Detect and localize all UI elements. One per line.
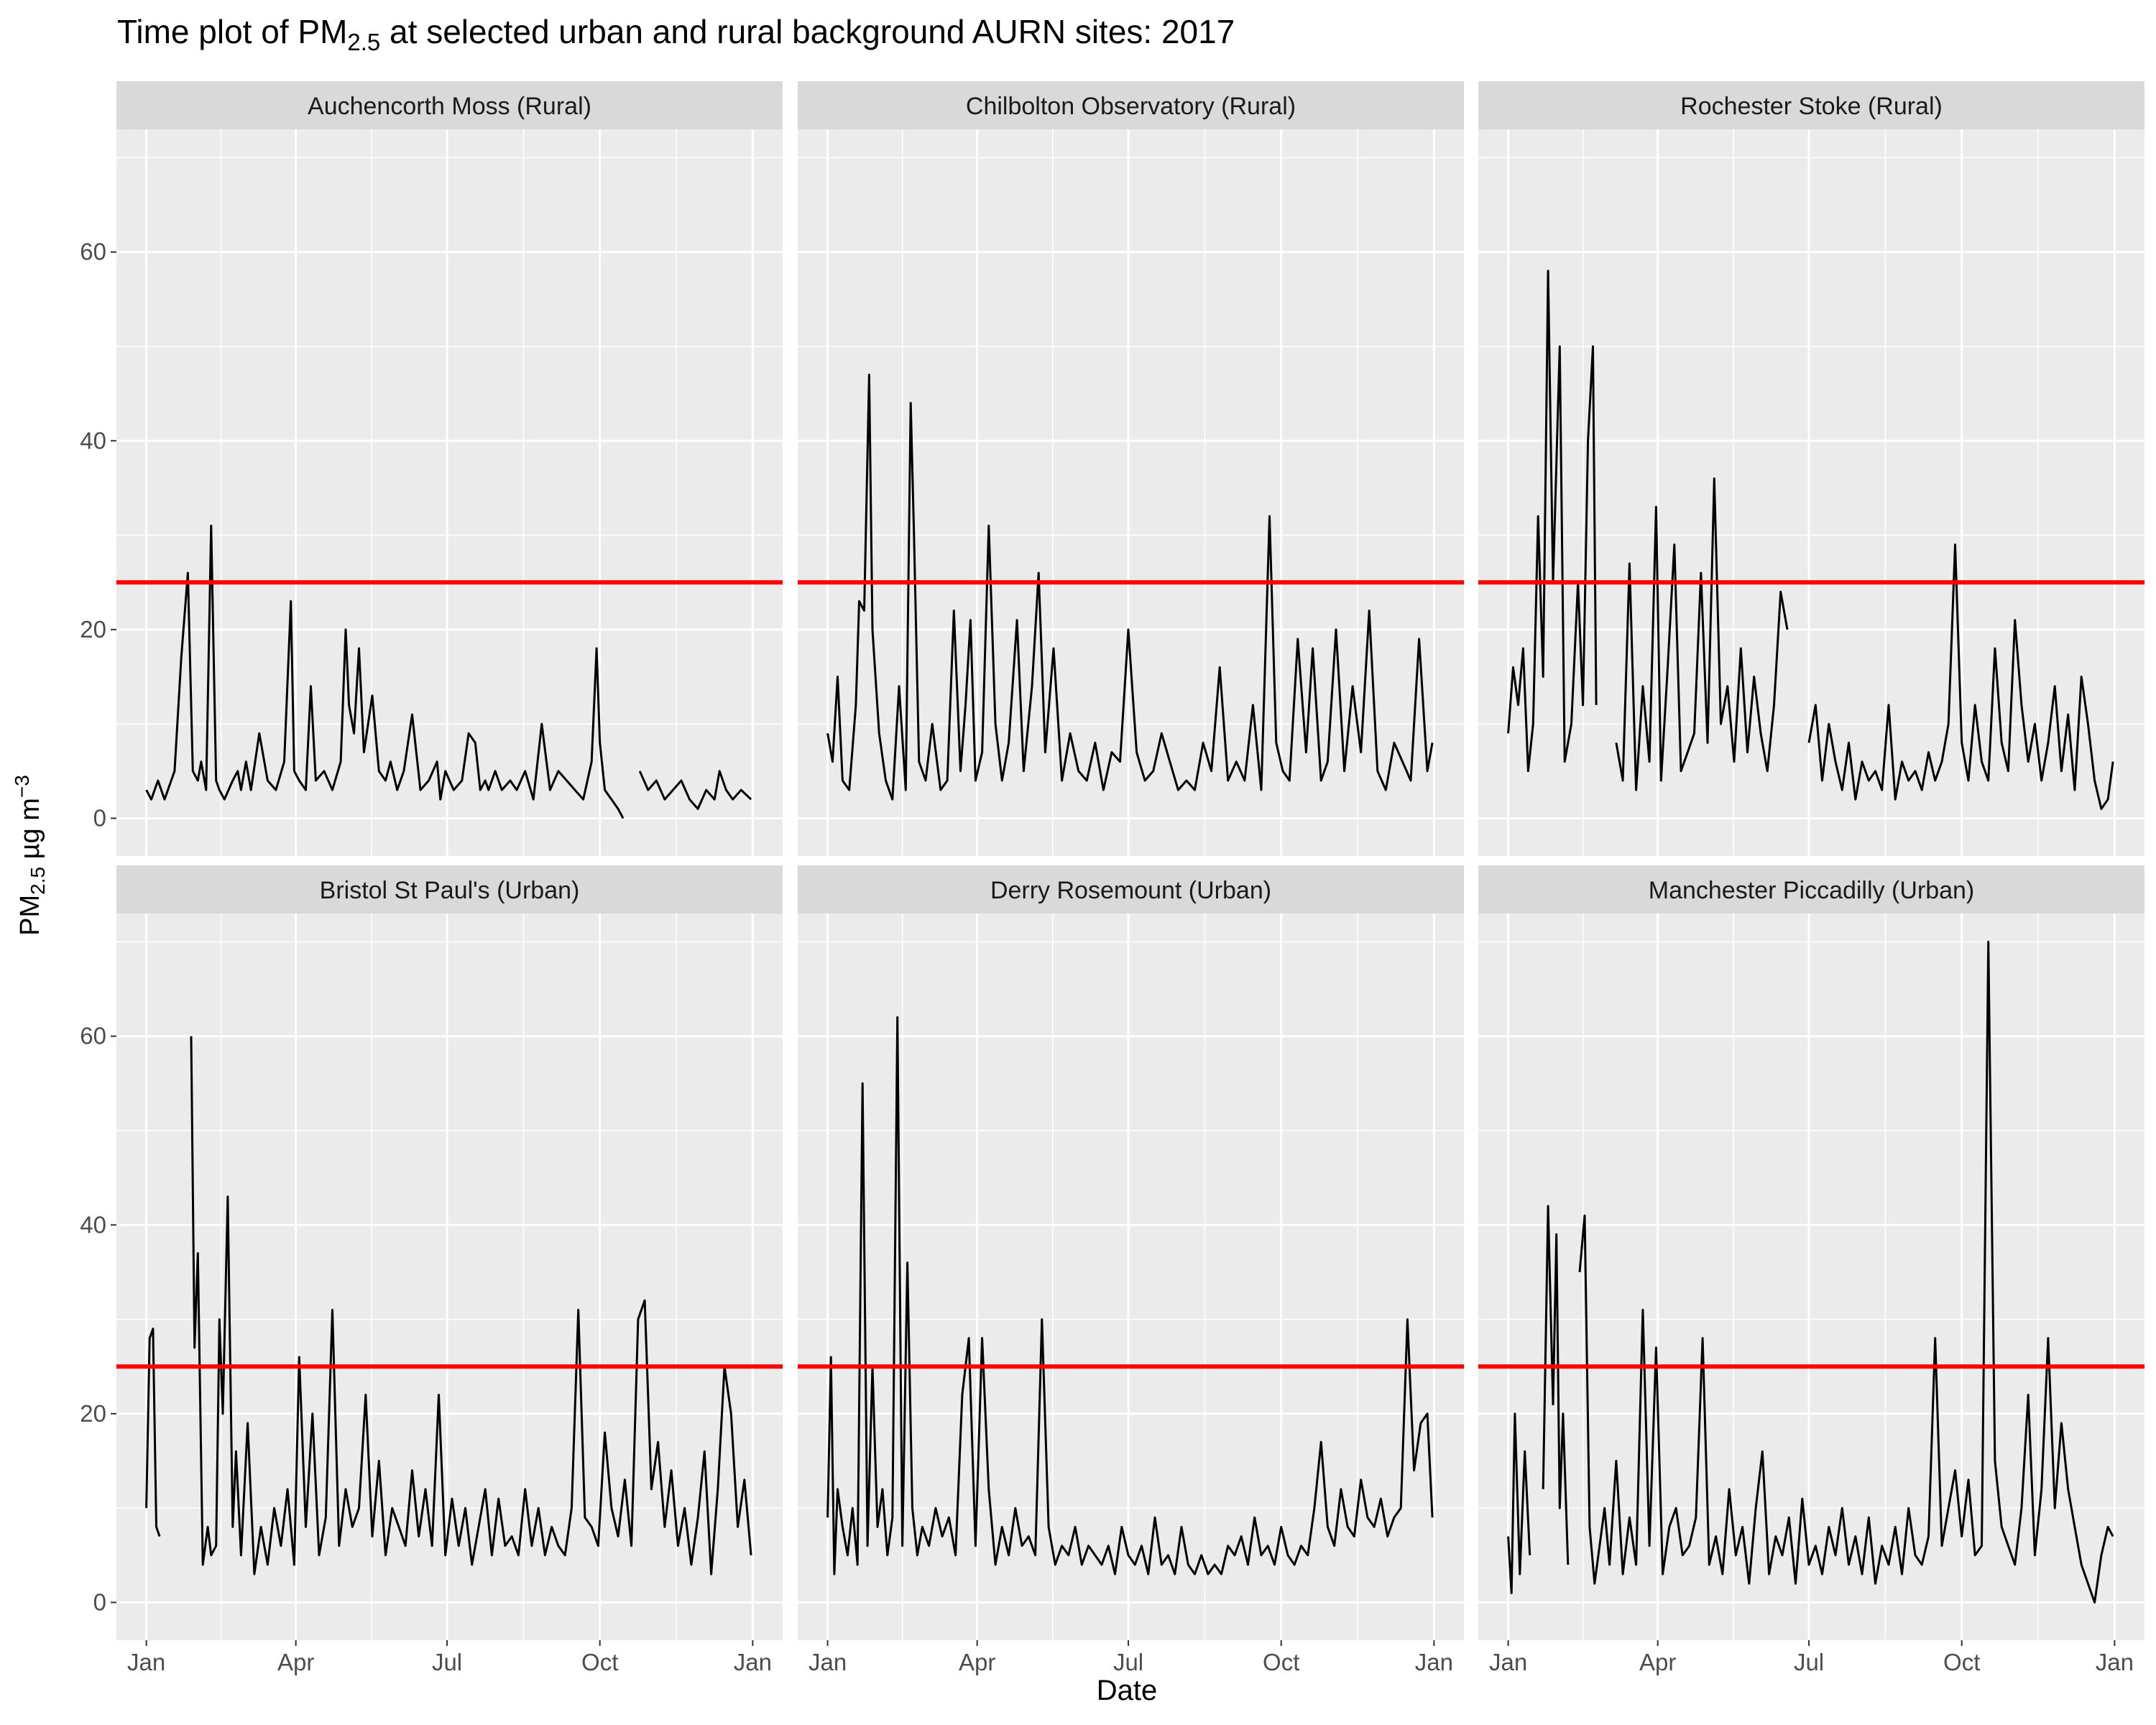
- x-tick-label: Jan: [127, 1649, 165, 1675]
- x-tick-label: Apr: [277, 1649, 314, 1675]
- pm25-series-line: [1507, 270, 2114, 810]
- x-tick-label: Apr: [959, 1649, 995, 1675]
- pm25-series-line: [826, 1016, 1434, 1576]
- facet-panel: Rochester Stoke (Rural): [1478, 81, 2145, 856]
- facet-strip: [798, 81, 1464, 129]
- facet-strip-label: Chilbolton Observatory (Rural): [966, 93, 1296, 120]
- facet-panel: Manchester Piccadilly (Urban) Jan Apr Jul Oc…: [1478, 865, 2145, 1675]
- chart-title: Time plot of PM2.5 at selected urban and…: [117, 13, 1235, 55]
- x-tick-label: Apr: [1639, 1649, 1676, 1675]
- plot-area: [1478, 129, 2145, 856]
- x-tick-label: Jan: [734, 1649, 772, 1675]
- pm25-series-line: [826, 373, 1434, 801]
- facet-strip: [1478, 81, 2145, 129]
- y-tick-label: 60: [80, 1023, 106, 1049]
- facet-panel: Chilbolton Observatory (Rural): [798, 81, 1464, 856]
- facet-strip: [798, 865, 1464, 914]
- y-tick-label: 20: [80, 616, 106, 643]
- y-tick-label: 0: [93, 804, 106, 831]
- y-tick-label: 60: [80, 239, 106, 265]
- facet-strip-label: Bristol St Paul's (Urban): [320, 877, 580, 904]
- facet-strip-label: Rochester Stoke (Rural): [1680, 93, 1943, 120]
- y-tick-label: 0: [93, 1588, 106, 1615]
- x-tick-label: Jan: [808, 1649, 847, 1675]
- facet-strip: [116, 865, 783, 914]
- x-tick-label: Jul: [1794, 1649, 1824, 1675]
- x-tick-label: Jul: [1113, 1649, 1143, 1675]
- facet-strip-label: Auchencorth Moss (Rural): [308, 93, 591, 120]
- plot-area: [798, 129, 1464, 856]
- x-axis-label: Date: [1097, 1675, 1158, 1706]
- x-tick-label: Jul: [432, 1649, 462, 1675]
- pm25-series-line: [145, 1036, 752, 1576]
- x-tick-label: Jan: [1489, 1649, 1527, 1675]
- facet-strip-label: Manchester Piccadilly (Urban): [1649, 877, 1975, 904]
- y-tick-label: 20: [80, 1400, 106, 1427]
- plot-area: [798, 914, 1464, 1640]
- pm25-series-line: [1507, 940, 2114, 1604]
- x-tick-label: Oct: [581, 1649, 618, 1675]
- x-tick-label: Jan: [1415, 1649, 1453, 1675]
- facet-panel: Derry Rosemount (Urban) Jan Apr Jul Oct Jan: [798, 865, 1464, 1675]
- facet-strip: [116, 81, 783, 129]
- x-tick-label: Jan: [2096, 1649, 2134, 1675]
- facet-strip-label: Derry Rosemount (Urban): [990, 877, 1271, 904]
- y-tick-label: 40: [80, 427, 106, 454]
- facet-panel: Bristol St Paul's (Urban) 0 20 40 60 Jan Apr Ju…: [80, 865, 783, 1675]
- facet-panels: Auchencorth Moss (Rural) 0 20 40 60 Chilbolto…: [80, 81, 2145, 1675]
- chart-title-subscript: 2.5: [347, 29, 380, 55]
- facet-panel: Auchencorth Moss (Rural) 0 20 40 60: [80, 81, 783, 856]
- y-tick-label: 40: [80, 1211, 106, 1238]
- facet-strip: [1478, 865, 2145, 914]
- y-axis-label: PM2.5 µg m−3: [11, 775, 49, 936]
- x-tick-label: Oct: [1943, 1649, 1980, 1675]
- plot-area: [116, 129, 783, 856]
- x-tick-label: Oct: [1263, 1649, 1299, 1675]
- plot-area: [1478, 914, 2145, 1640]
- pm25-series-line: [145, 525, 752, 819]
